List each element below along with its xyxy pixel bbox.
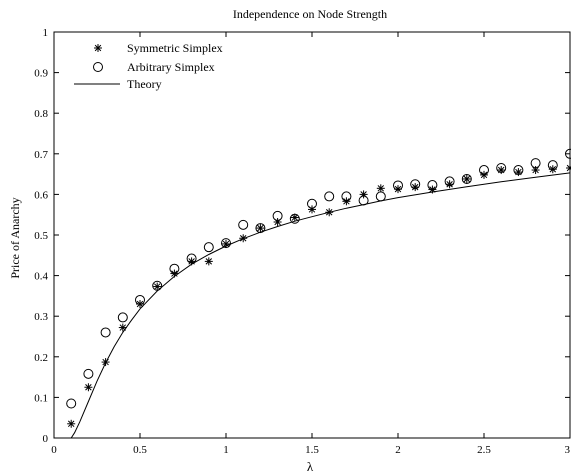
legend: Symmetric Simplex Arbitrary Simplex Theory: [74, 41, 223, 91]
arbitrary-simplex-point: [66, 398, 77, 409]
symmetric-simplex-point: [290, 213, 299, 222]
arbitrary-simplex-point: [152, 280, 163, 291]
arbitrary-simplex-point: [547, 160, 558, 171]
y-tick-label: 0.7: [34, 149, 48, 161]
arbitrary-simplex-point: [169, 263, 180, 274]
symmetric-simplex-point: [566, 164, 571, 173]
symmetric-simplex-point: [118, 323, 127, 332]
symmetric-simplex-point: [376, 184, 385, 193]
symmetric-simplex-point: [445, 180, 454, 189]
arbitrary-simplex-point: [238, 219, 249, 230]
arbitrary-simplex-point: [427, 180, 438, 191]
arbitrary-simplex-point: [393, 180, 403, 191]
chart-title: Independence on Node Strength: [233, 7, 387, 21]
y-tick-label: 0.5: [34, 230, 48, 242]
y-tick-label: 0.8: [34, 108, 48, 120]
symmetric-simplex-point: [411, 183, 420, 192]
arbitrary-simplex-point: [461, 173, 472, 184]
symmetric-simplex-point: [256, 224, 265, 233]
arbitrary-simplex-point: [307, 198, 317, 209]
y-tick-label: 0.1: [34, 392, 48, 404]
arbitrary-simplex-point: [513, 165, 524, 176]
y-tick-label: 0.4: [34, 271, 48, 283]
y-axis-label: Price of Anarchy: [8, 197, 22, 278]
arbitrary-simplex-point: [100, 327, 111, 338]
symmetric-simplex-point: [204, 257, 213, 266]
y-tick-label: 0.2: [34, 352, 48, 364]
legend-symmetric-marker: [94, 44, 102, 52]
y-tick-label: 0.6: [34, 189, 48, 201]
legend-item: Theory: [74, 77, 162, 91]
arbitrary-simplex-point: [324, 191, 335, 202]
arbitrary-simplex-point: [83, 368, 94, 379]
symmetric-simplex-point: [84, 383, 93, 392]
symmetric-simplex-point: [462, 174, 471, 183]
x-tick-label: 0.5: [133, 444, 147, 456]
arbitrary-simplex-point: [221, 238, 231, 249]
arbitrary-simplex-point: [186, 253, 197, 264]
y-tick-label: 1: [43, 27, 49, 39]
y-tick-label: 0: [43, 433, 49, 445]
x-axis-label: λ: [307, 459, 314, 474]
x-tick-label: 2: [395, 444, 401, 456]
x-tick-label: 1.5: [305, 444, 319, 456]
theory-line: [70, 172, 571, 439]
arbitrary-simplex-point: [341, 191, 352, 202]
legend-label: Symmetric Simplex: [127, 41, 223, 55]
arbitrary-simplex-point: [117, 312, 128, 323]
y-tick-label: 0.3: [34, 311, 48, 323]
symmetric-simplex-point: [67, 419, 76, 428]
legend-label: Theory: [127, 77, 162, 91]
x-tick-label: 3: [565, 444, 571, 456]
legend-arbitrary-marker: [93, 62, 103, 72]
legend-item: Arbitrary Simplex: [93, 60, 215, 74]
arbitrary-simplex-point: [135, 294, 145, 305]
arbitrary-simplex-point: [444, 176, 455, 187]
legend-item: Symmetric Simplex: [94, 41, 223, 55]
arbitrary-simplex-point: [410, 179, 421, 190]
legend-label: Arbitrary Simplex: [127, 60, 215, 74]
arbitrary-simplex-point: [479, 165, 489, 176]
x-tick-label: 2.5: [477, 444, 491, 456]
arbitrary-simplex-point: [496, 163, 507, 174]
arbitrary-simplex-point: [565, 148, 571, 159]
arbitrary-simplex-point: [289, 213, 300, 224]
symmetric-simplex-point: [222, 239, 230, 248]
x-tick-label: 1: [223, 444, 229, 456]
x-tick-label: 0: [51, 444, 57, 456]
arbitrary-simplex-point: [375, 191, 386, 202]
arbitrary-simplex-point: [272, 210, 283, 221]
arbitrary-simplex-point: [203, 242, 214, 253]
y-tick-label: 0.9: [34, 68, 48, 80]
plot-area: [53, 31, 571, 439]
arbitrary-simplex-point: [530, 158, 541, 169]
symmetric-simplex-point: [153, 282, 162, 291]
